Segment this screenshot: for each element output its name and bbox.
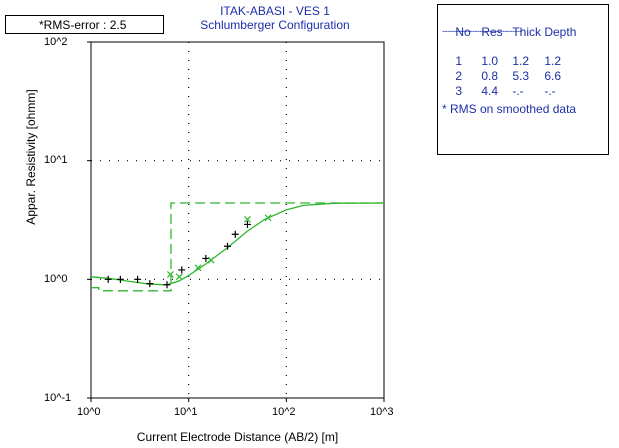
observed-point [243, 220, 251, 228]
cell-thick: -.- [512, 84, 524, 98]
observed-point [231, 230, 239, 238]
x-axis-label: Current Electrode Distance (AB/2) [m] [136, 430, 339, 444]
cell-res: 0.8 [481, 69, 499, 83]
calculated-point [194, 264, 202, 272]
rms-note: * RMS on smoothed data [442, 102, 577, 116]
observed-point [104, 275, 112, 283]
header-res: Res [481, 25, 503, 39]
x-tick-label: 10^1 [174, 406, 198, 418]
plot-frame [90, 41, 385, 399]
cell-no: 3 [455, 84, 463, 98]
observed-point [134, 275, 142, 283]
chart-title: ITAK-ABASI - VES 1 Schlumberger Configur… [165, 4, 385, 44]
cell-depth: 6.6 [544, 69, 562, 83]
observed-point [224, 242, 232, 250]
calculated-point [264, 214, 272, 222]
header-depth: Depth [544, 25, 577, 39]
chart-title-line2: Schlumberger Configuration [200, 18, 350, 32]
y-tick-label: 10^-1 [44, 392, 72, 404]
observed-point [178, 266, 186, 274]
calculated-point [244, 215, 251, 223]
model-line [91, 202, 384, 292]
rms-error-label: *RMS-error : [39, 18, 107, 32]
cell-thick: 1.2 [512, 54, 530, 68]
x-tick-label: 10^2 [272, 406, 296, 418]
cell-res: 4.4 [481, 84, 499, 98]
y-axis-label: Appar. Resistivity [ohmm] [24, 89, 38, 225]
cell-res: 1.0 [481, 54, 499, 68]
rms-error-box: *RMS-error : 2.5 [5, 15, 164, 34]
calculated-point [175, 273, 183, 281]
table-row: 2 0.8 5.3 6.6 [442, 55, 608, 83]
table-row: 1 1.0 1.2 1.2 [442, 40, 608, 68]
header-no: No [455, 25, 471, 39]
chart-title-line1: ITAK-ABASI - VES 1 [220, 4, 330, 18]
y-tick-label: 10^0 [44, 273, 68, 285]
calculated-point [207, 256, 215, 264]
fitted-curve [90, 202, 385, 286]
cell-no: 2 [455, 69, 463, 83]
x-tick-label: 10^3 [370, 406, 394, 418]
observed-point [116, 275, 124, 283]
y-tick-label: 10^1 [44, 154, 68, 166]
x-tick-label: 10^0 [77, 406, 101, 418]
observed-point [163, 281, 171, 289]
calculated-point [166, 270, 174, 278]
table-separator: -------------------------------- [442, 26, 522, 36]
cell-no: 1 [455, 54, 463, 68]
table-row: 3 4.4 -.- -.- [442, 70, 608, 98]
y-tick-label: 10^2 [44, 36, 68, 48]
observed-point [202, 254, 210, 262]
cell-depth: 1.2 [544, 54, 562, 68]
cell-depth: -.- [544, 84, 556, 98]
rms-error-value: 2.5 [109, 18, 127, 32]
table-header: No Res Thick Depth [442, 11, 608, 39]
layer-model-table: No Res Thick Depth ------------------------… [437, 4, 609, 155]
cell-thick: 5.3 [512, 69, 530, 83]
header-thick: Thick [512, 25, 542, 39]
observed-point [146, 280, 154, 288]
